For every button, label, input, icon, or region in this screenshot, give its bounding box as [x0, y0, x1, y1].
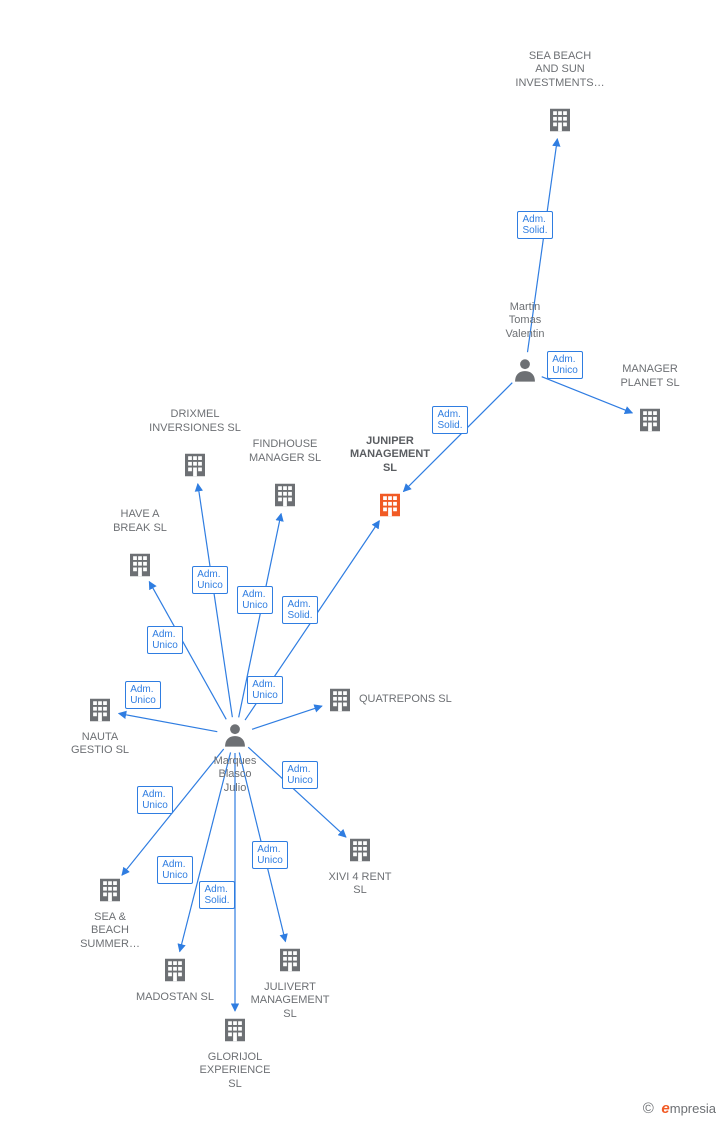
edge-label: Adm. Unico: [157, 856, 193, 884]
node-juniper: JUNIPER MANAGEMENT SL: [350, 435, 430, 524]
node-quatrepons: QUATREPONS SL: [325, 685, 452, 719]
edges-layer: [0, 0, 728, 1125]
node-martin: Martin Tomas Valentin: [506, 301, 545, 388]
node-label: Martin Tomas Valentin: [506, 301, 545, 341]
edge-line: [239, 752, 285, 941]
node-glorijol: GLORIJOL EXPERIENCE SL: [200, 1015, 271, 1091]
edge-label: Adm. Solid.: [432, 406, 467, 434]
node-manager_planet: MANAGER PLANET SL: [620, 363, 679, 439]
node-label: SEA BEACH AND SUN INVESTMENTS…: [515, 50, 604, 90]
edge-line: [239, 514, 281, 718]
network-diagram: SEA BEACH AND SUN INVESTMENTS… Martin To…: [0, 0, 728, 1125]
node-label: FINDHOUSE MANAGER SL: [249, 438, 321, 464]
node-sea_beach_sun: SEA BEACH AND SUN INVESTMENTS…: [515, 50, 604, 139]
node-sea_beach_sum: SEA & BEACH SUMMER…: [80, 875, 140, 951]
edge-label: Adm. Solid.: [199, 881, 234, 909]
footer-brand: © empresia: [643, 1100, 716, 1117]
edge-label: Adm. Unico: [247, 676, 283, 704]
node-madostan: MADOSTAN SL: [136, 955, 214, 1004]
edge-line: [248, 747, 346, 837]
node-label: JUNIPER MANAGEMENT SL: [350, 435, 430, 475]
node-xivi: XIVI 4 RENT SL: [329, 835, 392, 898]
edge-line: [149, 582, 226, 720]
brand-e: e: [661, 1100, 669, 1117]
brand-rest: mpresia: [670, 1101, 716, 1116]
node-label: DRIXMEL INVERSIONES SL: [149, 408, 241, 434]
node-label: HAVE A BREAK SL: [113, 508, 167, 534]
edge-line: [245, 521, 379, 720]
edge-line: [542, 377, 633, 413]
edge-label: Adm. Unico: [237, 586, 273, 614]
copyright-symbol: ©: [643, 1100, 654, 1117]
node-julivert: JULIVERT MANAGEMENT SL: [251, 945, 330, 1021]
edge-label: Adm. Unico: [125, 681, 161, 709]
edge-line: [180, 752, 231, 951]
edge-line: [403, 383, 512, 492]
edge-label: Adm. Unico: [192, 566, 228, 594]
node-label: MANAGER PLANET SL: [620, 363, 679, 389]
node-label: XIVI 4 RENT SL: [329, 871, 392, 897]
node-label: JULIVERT MANAGEMENT SL: [251, 981, 330, 1021]
node-label: GLORIJOL EXPERIENCE SL: [200, 1051, 271, 1091]
node-drixmel: DRIXMEL INVERSIONES SL: [149, 408, 241, 484]
node-findhouse: FINDHOUSE MANAGER SL: [249, 438, 321, 514]
edge-line: [198, 484, 233, 717]
edge-label: Adm. Unico: [252, 841, 288, 869]
node-have_break: HAVE A BREAK SL: [113, 508, 167, 584]
edge-label: Adm. Unico: [147, 626, 183, 654]
node-label: NAUTA GESTIO SL: [71, 731, 129, 757]
edge-label: Adm. Unico: [282, 761, 318, 789]
edge-line: [527, 139, 557, 352]
edge-label: Adm. Unico: [547, 351, 583, 379]
node-label: Marques Blasco Julio: [214, 755, 257, 795]
edge-line: [122, 749, 224, 875]
node-label: MADOSTAN SL: [136, 991, 214, 1004]
node-label: QUATREPONS SL: [359, 693, 452, 706]
node-nauta: NAUTA GESTIO SL: [71, 695, 129, 758]
edge-line: [119, 713, 218, 731]
node-label: SEA & BEACH SUMMER…: [80, 911, 140, 951]
edge-label: Adm. Solid.: [282, 596, 317, 624]
edge-label: Adm. Solid.: [517, 211, 552, 239]
node-marques: Marques Blasco Julio: [214, 721, 257, 795]
edge-line: [252, 706, 322, 729]
edge-label: Adm. Unico: [137, 786, 173, 814]
